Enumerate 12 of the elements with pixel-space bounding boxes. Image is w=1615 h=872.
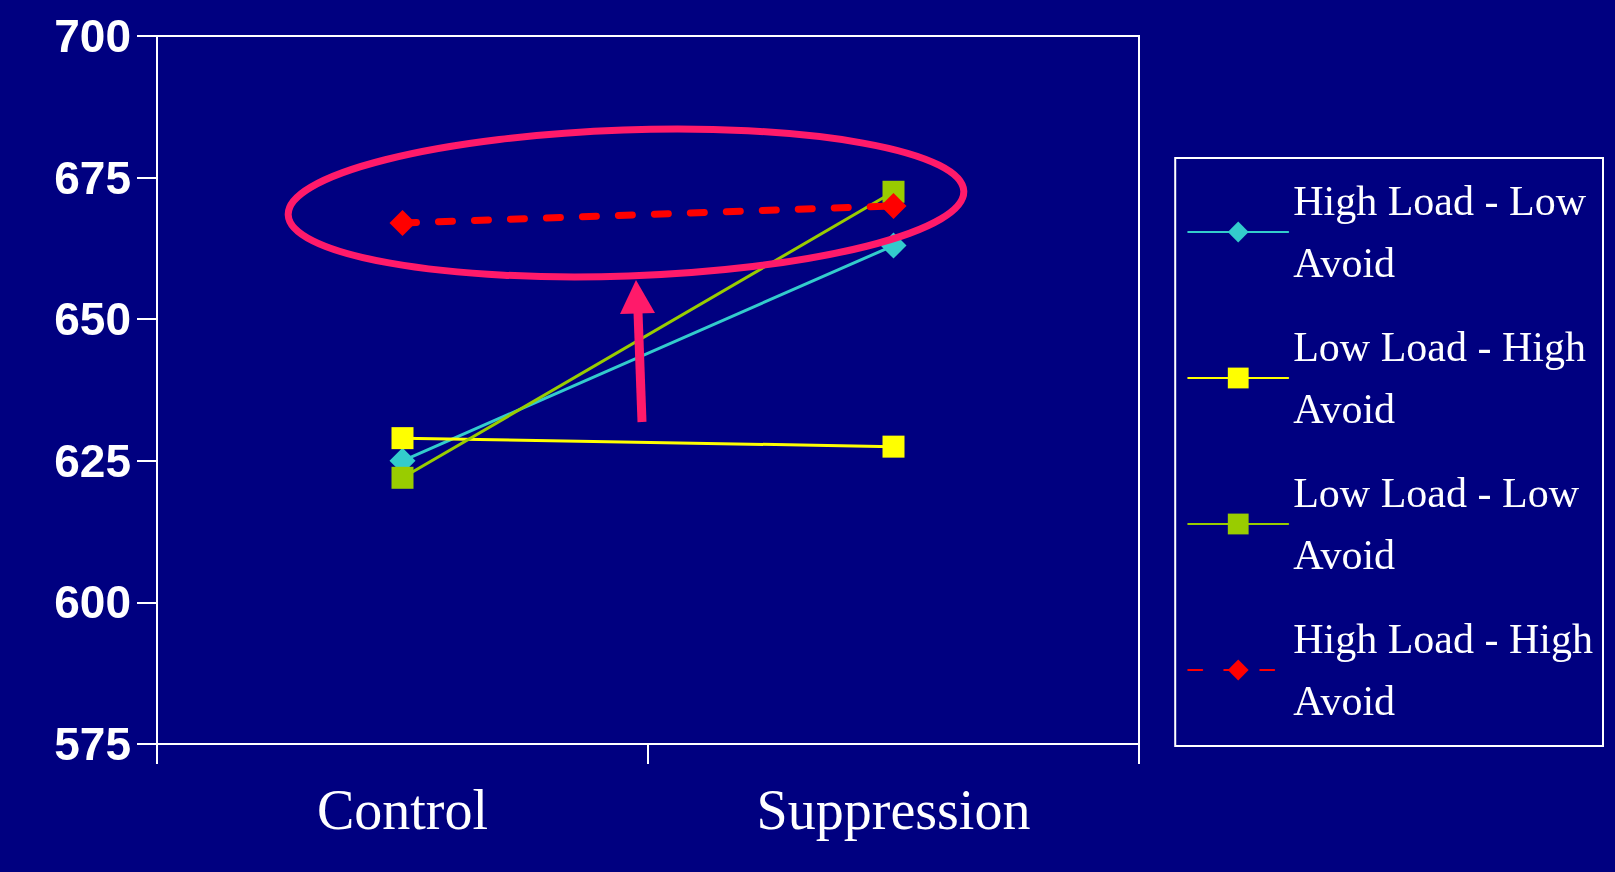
y-tick-label: 625 [54, 434, 131, 487]
y-tick-label: 600 [54, 576, 131, 629]
legend-label: High Load - High Avoid [1293, 616, 1594, 724]
x-tick-label: Control [316, 779, 489, 841]
legend-label: Low Load - Low Avoid [1293, 470, 1580, 578]
y-tick-label: 650 [54, 293, 131, 346]
legend-label: High Load - Low Avoid [1293, 178, 1587, 286]
legend-label: Low Load - High Avoid [1293, 324, 1586, 432]
x-tick-label: Suppression [756, 779, 1031, 841]
y-tick-label: 575 [54, 718, 131, 770]
y-tick-label: 700 [54, 10, 131, 62]
y-tick-label: 675 [54, 151, 131, 204]
